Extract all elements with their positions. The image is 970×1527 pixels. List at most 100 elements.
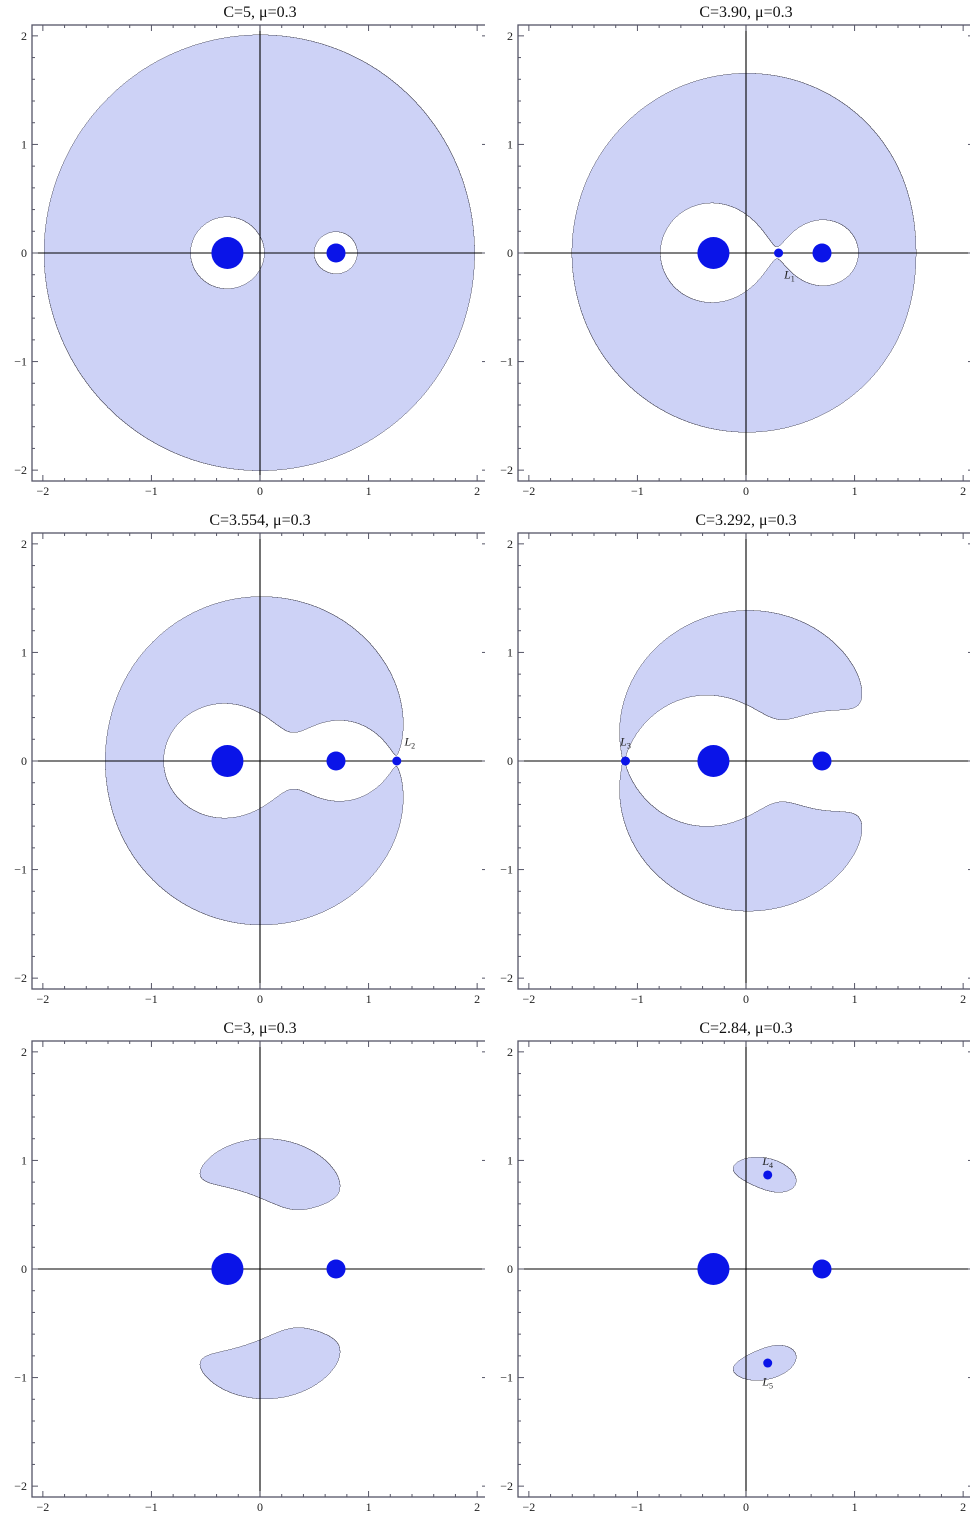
lagrange-point-1 xyxy=(774,248,784,258)
y-tick-label: 1 xyxy=(507,1153,513,1167)
x-tick-label: 0 xyxy=(743,1500,749,1514)
primary-mass-large xyxy=(697,237,730,269)
plot-svg: C=3.554, μ=0.3 L2 −2 −1 0 1 2 −2 −1 0 1 2 xyxy=(14,512,485,1006)
panel-4: C=3.292, μ=0.3 L3 −2 −1 0 1 2 −2 −1 0 1 2 xyxy=(486,508,970,1017)
y-tick-label: 2 xyxy=(507,537,513,551)
panel-title: C=3, μ=0.3 xyxy=(223,1020,296,1037)
y-tick-label: 2 xyxy=(21,537,27,551)
panel-title: C=2.84, μ=0.3 xyxy=(699,1020,792,1037)
panel-title: C=3.90, μ=0.3 xyxy=(699,4,792,21)
x-tick-label: 2 xyxy=(960,484,966,498)
x-tick-label: 2 xyxy=(960,1500,966,1514)
lagrange-label-4: L4 xyxy=(761,1154,773,1170)
plot-svg: C=3, μ=0.3 −2 −1 0 1 2 −2 −1 0 1 2 xyxy=(14,1020,485,1514)
y-tick-label: −2 xyxy=(500,1479,513,1493)
x-tick-label: 2 xyxy=(474,484,480,498)
primary-mass-small xyxy=(812,243,832,263)
panel-2: C=3.90, μ=0.3 L1 −2 −1 0 1 2 −2 −1 0 1 2 xyxy=(486,0,970,509)
x-tick-label: −1 xyxy=(145,992,158,1006)
y-tick-label: −1 xyxy=(500,355,513,369)
y-tick-label: −2 xyxy=(500,971,513,985)
y-tick-label: −1 xyxy=(14,863,27,877)
x-tick-label: −1 xyxy=(631,992,644,1006)
x-tick-label: 1 xyxy=(852,484,858,498)
y-tick-label: 1 xyxy=(21,1153,27,1167)
x-tick-label: −1 xyxy=(631,1500,644,1514)
panel-title: C=3.554, μ=0.3 xyxy=(209,512,310,529)
plot-svg: C=2.84, μ=0.3 L4 L5 −2 −1 0 1 2 −2 −1 0 1 2 xyxy=(500,1020,970,1514)
lagrange-label-3: L3 xyxy=(619,734,631,750)
y-tick-label: 2 xyxy=(21,1045,27,1059)
y-tick-label: 1 xyxy=(21,645,27,659)
panel-1: C=5, μ=0.3 −2 −1 0 1 2 −2 −1 0 1 2 xyxy=(0,0,485,509)
x-tick-label: 2 xyxy=(474,992,480,1006)
y-tick-label: −1 xyxy=(14,1371,27,1385)
primary-mass-small xyxy=(326,243,346,263)
primary-mass-large xyxy=(211,237,244,269)
y-tick-label: 0 xyxy=(21,754,27,768)
plot-svg: C=3.90, μ=0.3 L1 −2 −1 0 1 2 −2 −1 0 1 2 xyxy=(500,4,970,498)
y-tick-label: −2 xyxy=(14,1479,27,1493)
lagrange-label-5: L5 xyxy=(761,1374,773,1390)
panel-title: C=5, μ=0.3 xyxy=(223,4,296,21)
y-tick-label: 0 xyxy=(21,1262,27,1276)
x-tick-label: −1 xyxy=(145,1500,158,1514)
x-tick-label: −2 xyxy=(36,1500,49,1514)
y-tick-label: −1 xyxy=(14,355,27,369)
x-tick-label: −2 xyxy=(522,992,535,1006)
primary-mass-small xyxy=(812,751,832,771)
x-tick-label: 0 xyxy=(743,484,749,498)
y-tick-label: 1 xyxy=(507,137,513,151)
primary-mass-small xyxy=(326,751,346,771)
primary-mass-small xyxy=(326,1259,346,1279)
panel-title: C=3.292, μ=0.3 xyxy=(695,512,796,529)
y-tick-label: 2 xyxy=(21,29,27,43)
y-tick-label: 0 xyxy=(21,246,27,260)
y-tick-label: 0 xyxy=(507,754,513,768)
x-tick-label: 1 xyxy=(366,992,372,1006)
x-tick-label: 2 xyxy=(960,992,966,1006)
panel-6: C=2.84, μ=0.3 L4 L5 −2 −1 0 1 2 −2 −1 0 1 2 xyxy=(486,1016,970,1525)
y-tick-label: 0 xyxy=(507,246,513,260)
y-tick-label: −2 xyxy=(14,971,27,985)
x-tick-label: −2 xyxy=(36,484,49,498)
lagrange-label-2: L2 xyxy=(403,734,415,750)
x-tick-label: 2 xyxy=(474,1500,480,1514)
primary-mass-small xyxy=(812,1259,832,1279)
lagrange-label-1: L1 xyxy=(783,268,795,284)
x-tick-label: −2 xyxy=(522,1500,535,1514)
primary-mass-large xyxy=(211,1253,244,1285)
x-tick-label: 0 xyxy=(743,992,749,1006)
y-tick-label: 2 xyxy=(507,29,513,43)
x-tick-label: −2 xyxy=(522,484,535,498)
x-tick-label: 0 xyxy=(257,1500,263,1514)
lagrange-point-4 xyxy=(763,1170,773,1180)
x-tick-label: 1 xyxy=(366,1500,372,1514)
lagrange-point-5 xyxy=(763,1358,773,1368)
x-tick-label: 1 xyxy=(852,992,858,1006)
x-tick-label: 1 xyxy=(366,484,372,498)
x-tick-label: 0 xyxy=(257,484,263,498)
panel-3: C=3.554, μ=0.3 L2 −2 −1 0 1 2 −2 −1 0 1 2 xyxy=(0,508,485,1017)
panel-5: C=3, μ=0.3 −2 −1 0 1 2 −2 −1 0 1 2 xyxy=(0,1016,485,1525)
y-tick-label: −2 xyxy=(500,463,513,477)
plot-svg: C=5, μ=0.3 −2 −1 0 1 2 −2 −1 0 1 2 xyxy=(14,4,485,498)
primary-mass-large xyxy=(697,1253,730,1285)
x-tick-label: −1 xyxy=(631,484,644,498)
y-tick-label: 2 xyxy=(507,1045,513,1059)
plot-svg: C=3.292, μ=0.3 L3 −2 −1 0 1 2 −2 −1 0 1 2 xyxy=(500,512,970,1006)
y-tick-label: 0 xyxy=(507,1262,513,1276)
primary-mass-large xyxy=(211,745,244,777)
y-tick-label: −2 xyxy=(14,463,27,477)
y-tick-label: −1 xyxy=(500,1371,513,1385)
x-tick-label: 0 xyxy=(257,992,263,1006)
x-tick-label: 1 xyxy=(852,1500,858,1514)
x-tick-label: −1 xyxy=(145,484,158,498)
x-tick-label: −2 xyxy=(36,992,49,1006)
lagrange-point-2 xyxy=(392,756,402,766)
y-tick-label: 1 xyxy=(21,137,27,151)
primary-mass-large xyxy=(697,745,730,777)
y-tick-label: −1 xyxy=(500,863,513,877)
lagrange-point-3 xyxy=(620,756,630,766)
